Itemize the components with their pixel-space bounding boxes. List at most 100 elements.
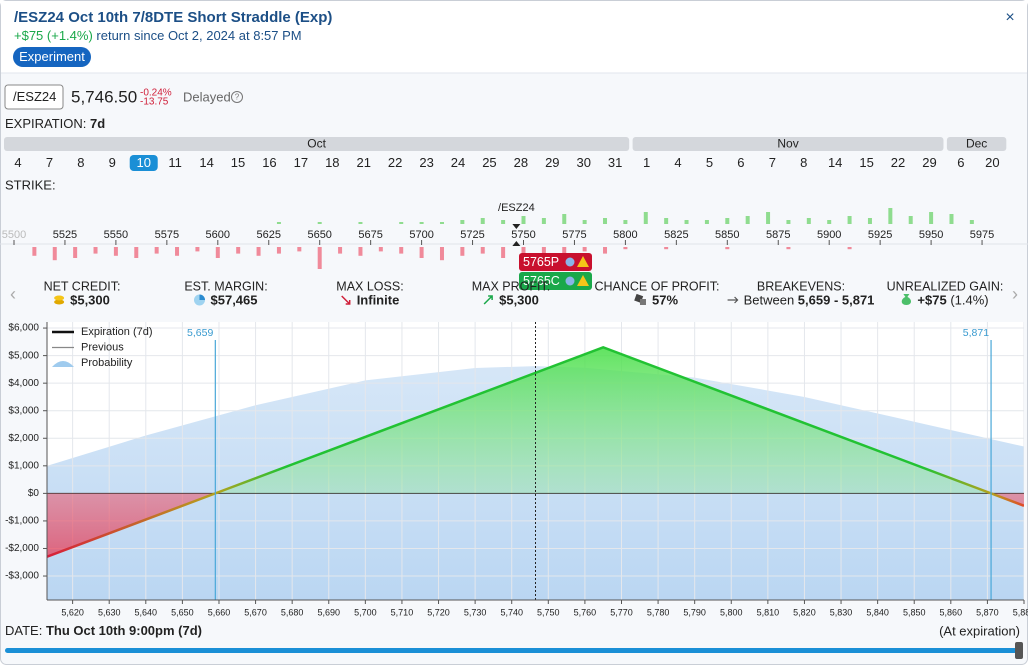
day[interactable]: 29 <box>922 155 936 170</box>
badge-bg[interactable] <box>13 47 91 67</box>
call-volume-bar <box>969 220 974 224</box>
put-volume-bar <box>32 247 37 256</box>
day[interactable]: 5 <box>706 155 713 170</box>
day[interactable]: 7 <box>769 155 776 170</box>
call-volume-bar <box>766 212 771 224</box>
call-volume-bar <box>603 218 608 224</box>
put-volume-bar <box>195 247 200 252</box>
y-tick-label: $1,000 <box>8 460 39 471</box>
day[interactable]: 4 <box>674 155 681 170</box>
day[interactable]: 15 <box>231 155 245 170</box>
day[interactable]: 6 <box>737 155 744 170</box>
strike-tick-label: 5500 <box>2 229 26 241</box>
put-volume-bar <box>786 247 791 250</box>
strike-label: STRIKE: <box>5 177 56 192</box>
date-label: DATE: <box>5 623 42 638</box>
day[interactable]: 14 <box>199 155 213 170</box>
strike-tick-label: 5925 <box>868 229 892 241</box>
day[interactable]: 9 <box>109 155 116 170</box>
close-button[interactable]: × <box>1005 9 1014 26</box>
call-volume-bar <box>888 208 893 224</box>
position-tag[interactable] <box>519 272 592 290</box>
day[interactable]: 11 <box>168 155 182 170</box>
symbol[interactable]: /ESZ24 <box>13 89 56 104</box>
day[interactable]: 8 <box>800 155 807 170</box>
strike-tick-label: 5600 <box>206 229 230 241</box>
help-mark[interactable]: ? <box>235 93 240 102</box>
stat-value-row: $57,465 <box>211 293 258 308</box>
call-volume-bar <box>501 220 506 224</box>
call-volume-bar <box>317 222 322 224</box>
symbol-input[interactable] <box>4 84 64 110</box>
put-volume-bar <box>73 247 78 258</box>
put-volume-bar <box>113 247 118 256</box>
x-tick-label: 5,690 <box>317 607 340 617</box>
day[interactable]: 18 <box>325 155 339 170</box>
call-volume-bar <box>725 218 730 224</box>
strike-tick-label: 5575 <box>155 229 179 241</box>
day[interactable]: 28 <box>514 155 528 170</box>
day[interactable]: 21 <box>356 155 370 170</box>
put-volume-bar <box>419 247 424 258</box>
expiration-label: EXPIRATION: <box>5 116 86 131</box>
y-tick-label: $0 <box>28 488 40 499</box>
day[interactable]: 1 <box>643 155 650 170</box>
warning-icon <box>577 275 589 286</box>
day[interactable]: 8 <box>77 155 84 170</box>
day[interactable]: 16 <box>262 155 276 170</box>
next-arrow[interactable]: › <box>1012 284 1018 304</box>
day[interactable]: 23 <box>419 155 433 170</box>
day[interactable]: 4 <box>14 155 21 170</box>
x-tick-label: 5,670 <box>244 607 267 617</box>
put-volume-bar <box>847 247 852 250</box>
slider-handle[interactable] <box>1015 642 1023 659</box>
day[interactable]: 24 <box>451 155 465 170</box>
x-tick-label: 5,660 <box>208 607 231 617</box>
day[interactable]: 22 <box>388 155 402 170</box>
day[interactable]: 30 <box>577 155 591 170</box>
put-volume-bar <box>358 247 363 256</box>
day[interactable]: 31 <box>608 155 622 170</box>
day[interactable]: 25 <box>482 155 496 170</box>
underlying-marker <box>512 224 521 246</box>
prev-arrow[interactable]: ‹ <box>10 284 16 304</box>
call-volume-bar <box>480 218 485 224</box>
call-volume-bar <box>582 220 587 224</box>
badge[interactable]: Experiment <box>19 49 85 64</box>
day[interactable]: 17 <box>294 155 308 170</box>
call-volume-bar <box>827 220 832 224</box>
day[interactable]: 6 <box>957 155 964 170</box>
header-panel <box>1 1 1027 73</box>
position-tag[interactable] <box>519 253 592 271</box>
x-tick-label: 5,880 <box>1013 607 1028 617</box>
date-slider[interactable] <box>5 648 1017 653</box>
strike-tick-label: 5625 <box>257 229 281 241</box>
y-tick-label: $5,000 <box>8 350 39 361</box>
put-volume-bar <box>399 247 404 254</box>
call-volume-bar <box>908 216 913 224</box>
down-arrow-icon <box>341 295 351 305</box>
put-volume-bar <box>603 247 608 254</box>
strike-tick-label: 5825 <box>664 229 688 241</box>
x-tick-label: 5,770 <box>610 607 633 617</box>
stat-value-row: Infinite <box>357 293 400 308</box>
put-volume-bar <box>134 247 139 258</box>
day[interactable]: 10 <box>136 155 150 170</box>
put-volume-bar <box>562 247 567 258</box>
call-volume-bar <box>419 222 424 224</box>
selected-day-bg[interactable] <box>129 155 158 171</box>
day[interactable]: 7 <box>46 155 53 170</box>
put-volume-bar <box>236 247 241 254</box>
put-volume-bar <box>378 247 383 252</box>
day[interactable]: 14 <box>828 155 842 170</box>
payoff-line <box>47 346 1024 558</box>
call-volume-bar <box>786 220 791 224</box>
strike-tick-label: 5650 <box>307 229 331 241</box>
breakeven-label: 5,659 <box>187 327 213 339</box>
day[interactable]: 20 <box>985 155 999 170</box>
day[interactable]: 22 <box>891 155 905 170</box>
help-icon[interactable] <box>231 91 243 103</box>
day[interactable]: 15 <box>859 155 873 170</box>
put-volume-bar <box>317 247 322 269</box>
day[interactable]: 29 <box>545 155 559 170</box>
